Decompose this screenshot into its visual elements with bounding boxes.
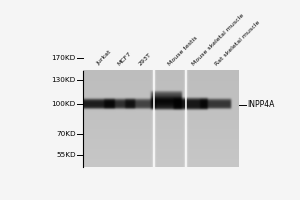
- Text: Jurkat: Jurkat: [96, 50, 112, 66]
- Text: 130KD: 130KD: [52, 77, 76, 83]
- Text: 55KD: 55KD: [56, 152, 76, 158]
- Text: 70KD: 70KD: [56, 131, 76, 137]
- Text: Mouse skeletal muscle: Mouse skeletal muscle: [191, 12, 245, 66]
- Text: 100KD: 100KD: [52, 101, 76, 107]
- Text: Mouse testis: Mouse testis: [168, 35, 199, 66]
- Text: MCF7: MCF7: [116, 51, 132, 66]
- Text: 293T: 293T: [137, 52, 152, 66]
- Text: 170KD: 170KD: [52, 55, 76, 61]
- Text: Rat skeletal muscle: Rat skeletal muscle: [214, 19, 261, 66]
- Text: INPP4A: INPP4A: [247, 100, 274, 109]
